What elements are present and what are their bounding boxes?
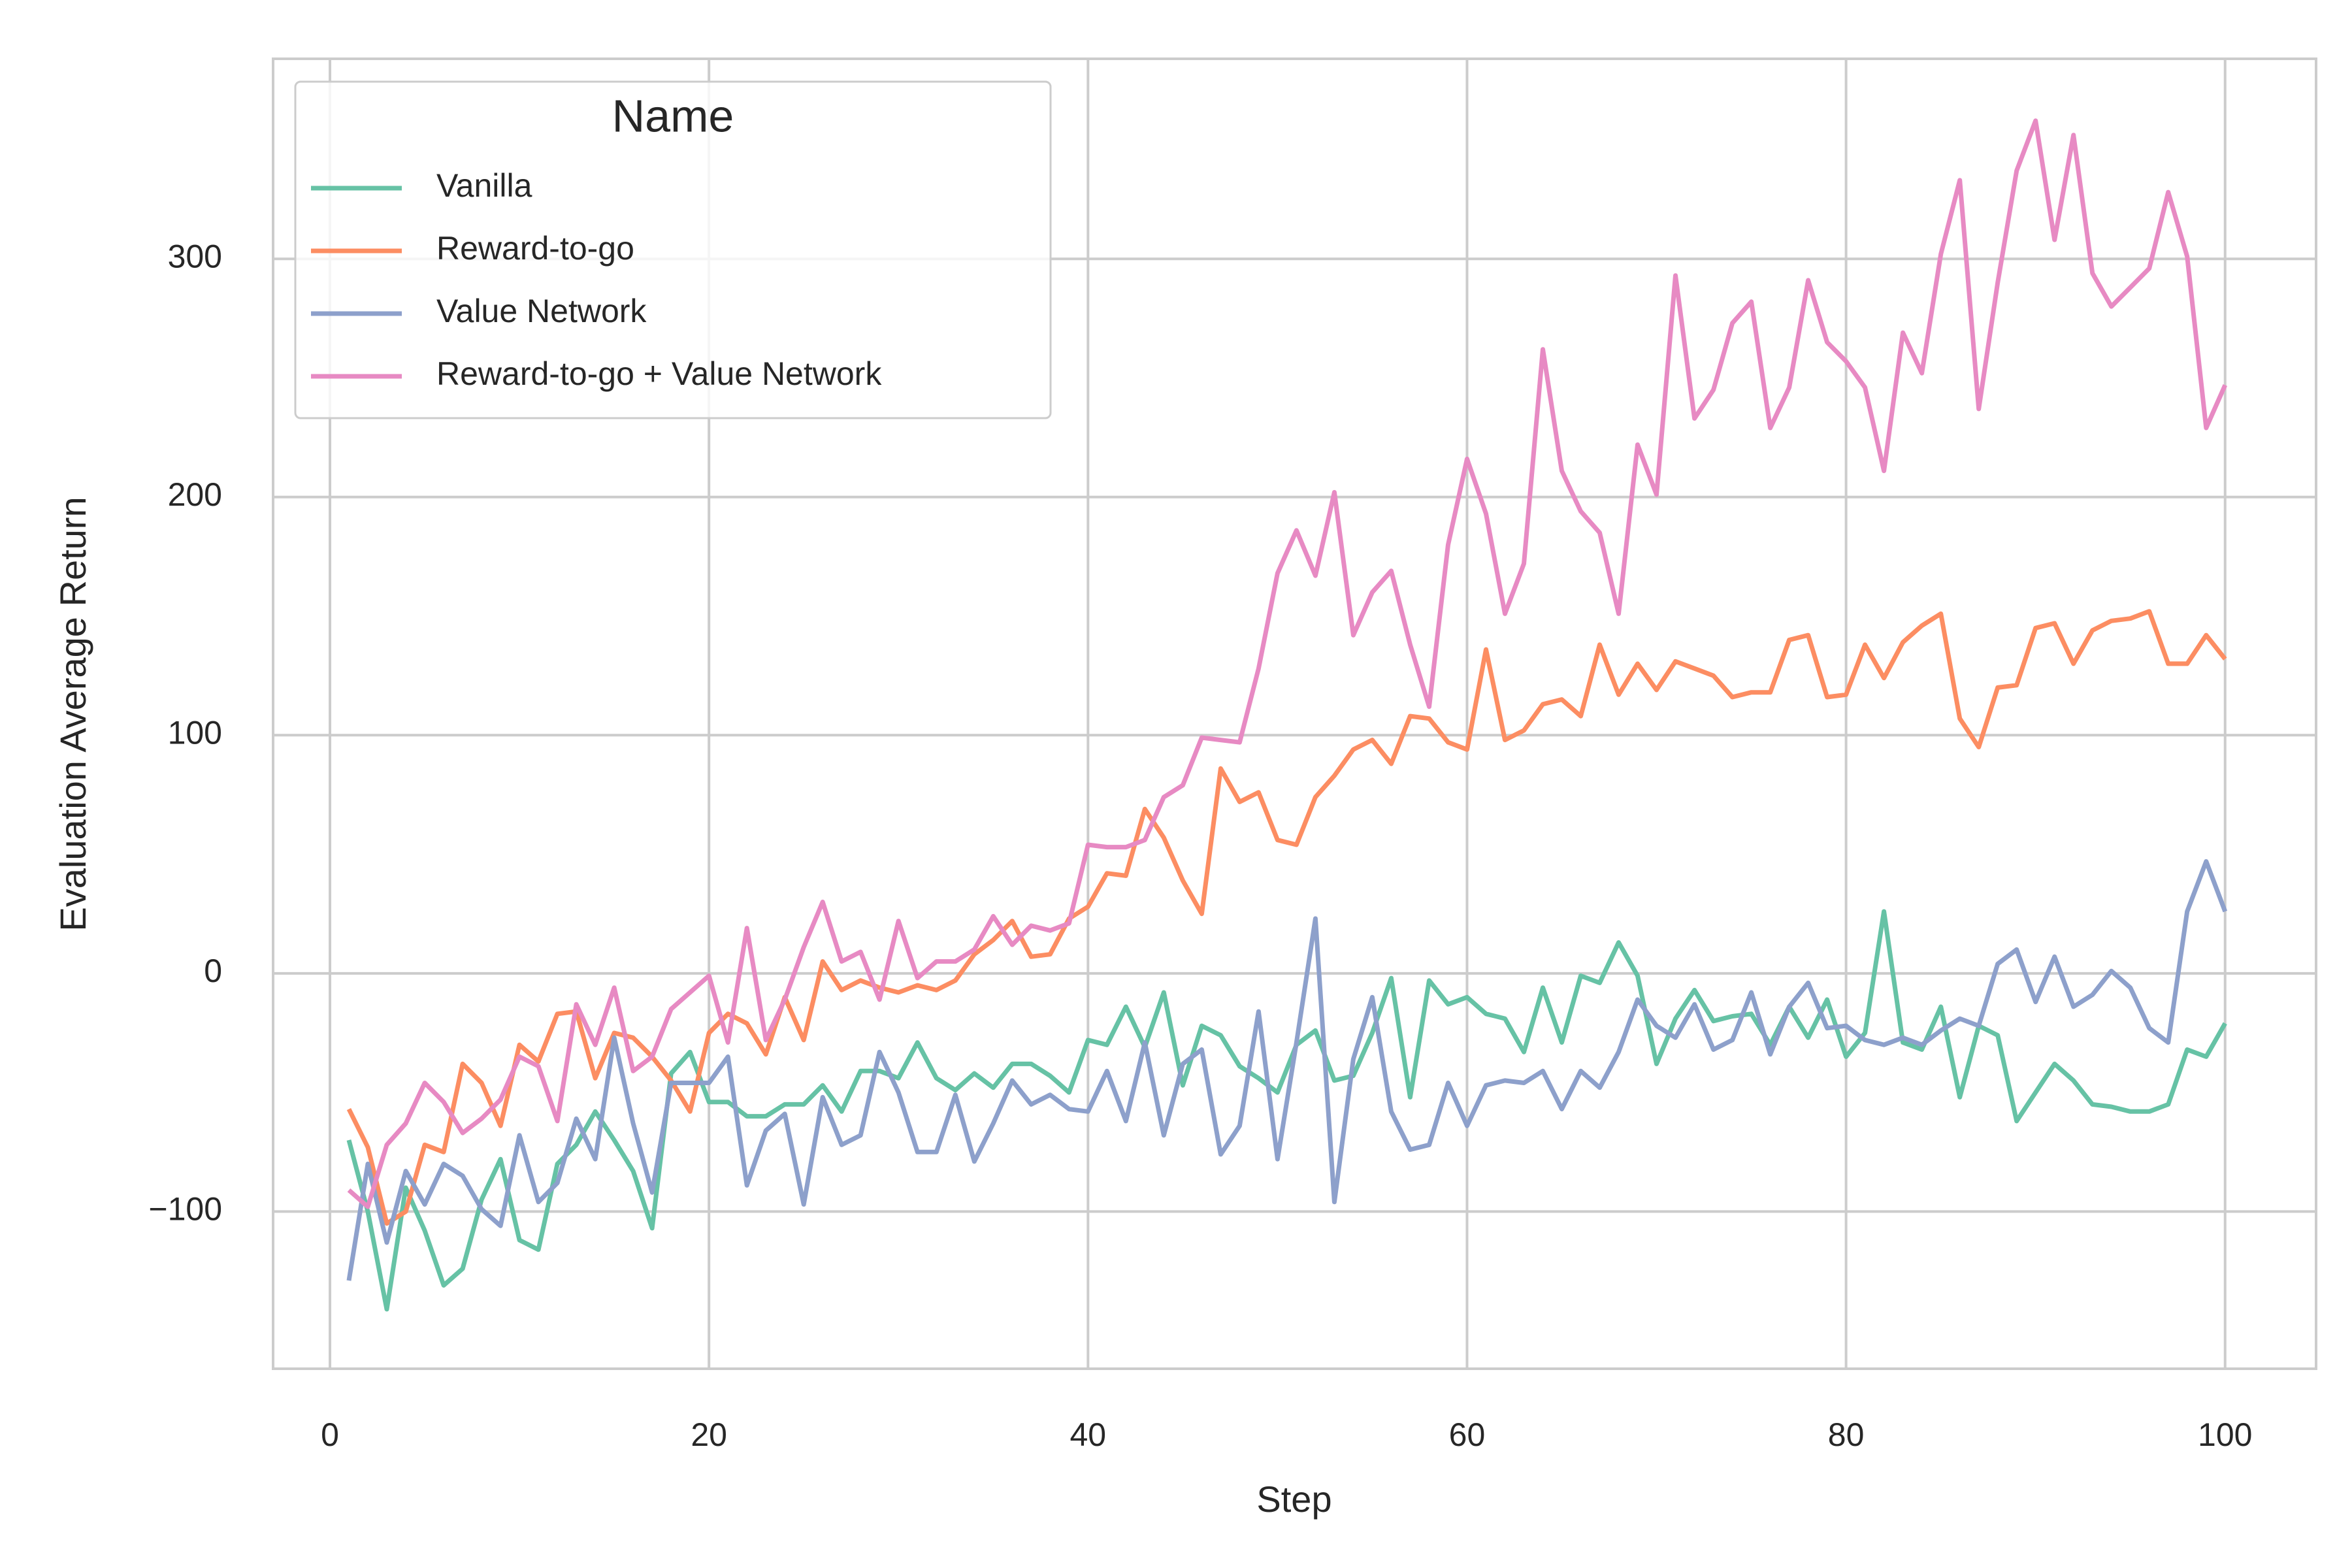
legend: Name Vanilla Reward-to-go Value Network Rew… xyxy=(294,80,1052,419)
y-tick-label: −100 xyxy=(148,1191,222,1228)
x-tick-label: 20 xyxy=(691,1416,727,1453)
x-tick-label: 40 xyxy=(1070,1416,1107,1453)
x-tick-label: 60 xyxy=(1449,1416,1486,1453)
legend-label: Value Network xyxy=(436,293,647,329)
legend-box xyxy=(294,80,1052,419)
series-line xyxy=(347,118,2228,1209)
x-tick-label: 100 xyxy=(2198,1416,2252,1453)
series-line xyxy=(346,609,2227,1226)
legend-label: Vanilla xyxy=(436,167,532,204)
x-tick-label: 80 xyxy=(1828,1416,1865,1453)
legend-label: Reward-to-go + Value Network xyxy=(436,355,882,392)
series-line xyxy=(346,859,2228,1281)
y-tick-label: 200 xyxy=(168,476,222,513)
y-tick-label: 0 xyxy=(204,953,222,989)
legend-label: Reward-to-go xyxy=(436,230,634,267)
y-tick-label: 300 xyxy=(168,238,222,274)
y-tick-label: 100 xyxy=(168,715,222,751)
lines xyxy=(346,118,2228,1312)
x-tick-label: 0 xyxy=(321,1416,339,1453)
x-axis-label: Step xyxy=(1256,1478,1331,1520)
legend-title: Name xyxy=(612,90,734,141)
y-axis-label: Evaluation Average Return xyxy=(52,497,93,931)
